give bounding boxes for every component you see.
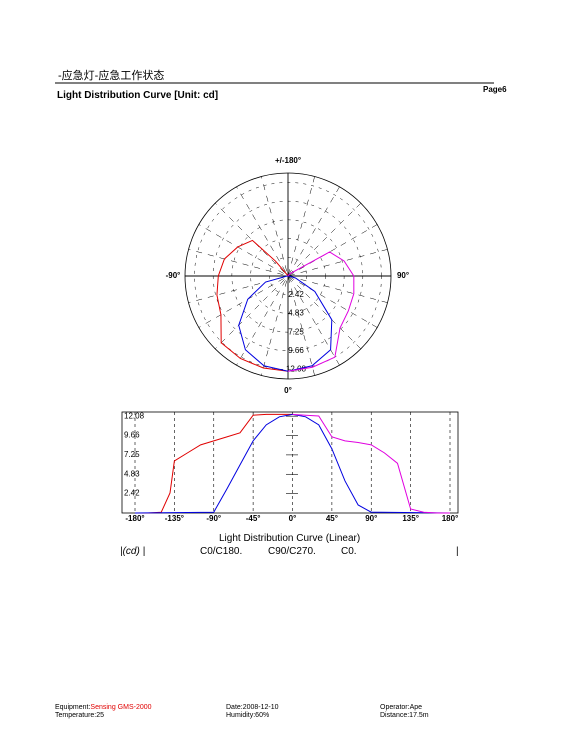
linear-frame: [121, 411, 459, 514]
legend-entry: C0.: [341, 546, 357, 557]
polar-spoke: [261, 176, 315, 376]
polar-spoke: [236, 186, 340, 366]
polar-ring-label: 7.25: [288, 327, 304, 336]
equipment-value: Sensing GMS-2000: [90, 704, 152, 711]
polar-angle-label: 90°: [397, 271, 409, 280]
footer-temperature: Temperature:25: [55, 712, 105, 719]
polar-ring: [231, 219, 345, 333]
y-tick-label: 4.83: [124, 469, 140, 478]
polar-spoke: [188, 249, 388, 303]
footer-distance: Distance:17.5m: [380, 712, 429, 719]
polar-ring-label: 2.42: [288, 290, 304, 299]
x-tick-label: 135°: [402, 514, 419, 523]
footer-date: Date:2008-12-10: [226, 704, 279, 711]
header-title: -应急灯-应急工作状态: [58, 70, 165, 82]
polar-spoke: [198, 224, 378, 328]
y-tick-label: 2.42: [124, 489, 140, 498]
polar-curve: [216, 239, 289, 372]
polar-angle-label: -90°: [166, 271, 181, 280]
x-tick-label: 0°: [289, 514, 297, 523]
legend-entry: C0/C180.: [200, 546, 243, 557]
polar-ring: [212, 200, 364, 352]
x-tick-label: -135°: [165, 514, 184, 523]
polar-ring: [250, 238, 326, 314]
polar-spoke: [236, 186, 340, 366]
polar-ring: [194, 182, 382, 370]
y-tick-label: 9.66: [124, 431, 140, 440]
polar-spoke: [188, 249, 388, 303]
polar-ring-label: 9.66: [288, 346, 304, 355]
unit-label: |(cd) |: [120, 546, 146, 557]
x-tick-label: 45°: [326, 514, 338, 523]
footer-humidity: Humidity:60%: [226, 712, 270, 719]
polar-spoke: [261, 176, 315, 376]
polar-curve: [287, 251, 355, 372]
footer-equipment: Equipment:Sensing GMS-2000: [55, 704, 152, 711]
polar-ring: [269, 257, 307, 295]
polar-ring-label: 4.83: [288, 309, 304, 318]
legend-end: |: [456, 546, 459, 557]
x-tick-label: -180°: [125, 514, 144, 523]
equipment-label: Equipment:: [55, 704, 91, 711]
polar-spoke: [198, 224, 378, 328]
linear-curve: [292, 413, 450, 514]
x-tick-label: -45°: [246, 514, 261, 523]
header-subtitle: Light Distribution Curve [Unit: cd]: [57, 90, 219, 101]
x-tick-label: 90°: [365, 514, 377, 523]
polar-spoke: [214, 202, 362, 350]
legend-entry: C90/C270.: [268, 546, 316, 557]
polar-angle-label: 0°: [284, 386, 292, 395]
footer-operator: Operator:Ape: [380, 704, 423, 711]
y-tick-label: 7.25: [124, 450, 140, 459]
polar-curve: [238, 275, 333, 372]
y-tick-label: 12.08: [124, 411, 145, 420]
x-tick-label: -90°: [206, 514, 221, 523]
page-number: Page6: [483, 85, 507, 94]
linear-title: Light Distribution Curve (Linear): [219, 533, 361, 544]
x-tick-label: 180°: [442, 514, 459, 523]
linear-curve: [135, 413, 293, 514]
polar-angle-label: +/-180°: [275, 156, 301, 165]
